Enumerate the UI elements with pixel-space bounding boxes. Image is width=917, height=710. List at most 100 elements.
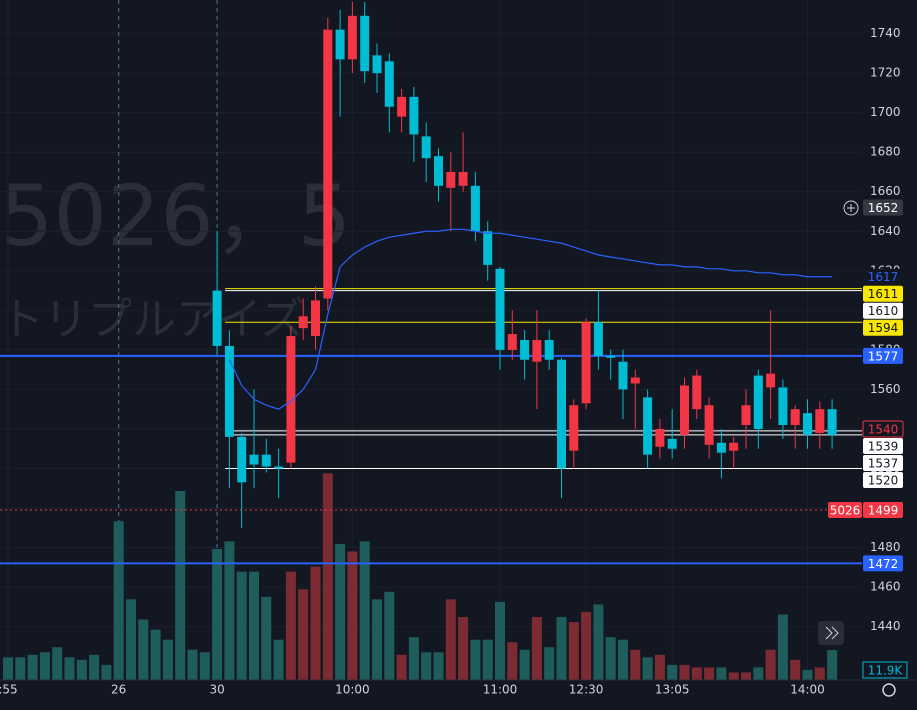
scroll-button[interactable] [818, 621, 844, 645]
price-label-box [863, 268, 903, 285]
volume-bar [298, 589, 309, 680]
volume-bar [359, 541, 370, 680]
volume-bar [126, 599, 136, 680]
volume-bar [777, 614, 788, 680]
price-label-box [863, 555, 903, 572]
y-tick-label: 1480 [870, 540, 901, 554]
candle-body [766, 373, 776, 388]
volume-bar [384, 591, 395, 680]
candle-body [286, 336, 296, 463]
price-label: 1610 [868, 304, 899, 318]
candle-body [778, 387, 788, 425]
symbol-label-box [828, 502, 862, 518]
volume-bar [568, 622, 579, 680]
candle-body [520, 340, 530, 360]
candle-body [261, 454, 271, 467]
settings-button[interactable] [882, 683, 896, 697]
candle-body [680, 385, 689, 435]
price-label: 1577 [868, 349, 899, 363]
volume-bar [753, 667, 764, 680]
crosshair-add[interactable] [843, 200, 859, 216]
volume-bar [138, 619, 149, 680]
volume-bar [64, 657, 75, 680]
volume-bar [679, 664, 690, 680]
candle-body [544, 340, 554, 360]
volume-bar [827, 650, 838, 680]
volume-bar [691, 667, 702, 680]
volume-bar [52, 647, 63, 680]
volume-bar [433, 652, 444, 680]
moving-average [228, 228, 833, 410]
candle-body [335, 29, 345, 60]
volume-bar [458, 617, 469, 680]
scroll-icon [825, 626, 839, 640]
price-label-box [863, 199, 903, 216]
price-label-box [863, 285, 903, 302]
price-label-box [863, 471, 903, 488]
candle-body [421, 136, 431, 159]
price-label-box [863, 347, 903, 364]
price-label-box [863, 319, 903, 336]
volume-bar [27, 654, 38, 680]
volume-bar [765, 649, 776, 680]
volume-bar [199, 652, 210, 680]
price-label: 1537 [868, 456, 899, 470]
candle-body [483, 231, 493, 265]
candle-body [618, 361, 628, 390]
x-tick-label: 11:00 [483, 683, 518, 697]
volume-bar [470, 639, 481, 680]
volume-bar [716, 667, 727, 680]
candle-body [458, 171, 468, 186]
candle-body [212, 290, 222, 346]
candle-body [311, 300, 320, 337]
volume-bar [224, 541, 235, 680]
y-tick-label: 1660 [870, 184, 901, 198]
candle-body [495, 268, 505, 350]
y-tick-label: 1680 [870, 145, 901, 159]
volume-bar [113, 521, 124, 680]
candle-body [815, 409, 825, 433]
x-tick-label: 14:00 [790, 683, 825, 697]
plus-icon [847, 204, 855, 212]
price-label: 1617 [868, 270, 899, 284]
candle-body [692, 375, 702, 410]
candle-body [581, 322, 591, 404]
volume-bar [507, 642, 518, 680]
candle-body [667, 438, 677, 449]
price-label-box [863, 437, 903, 454]
volume-bar [347, 551, 358, 680]
price-label: 1540 [868, 422, 899, 436]
candle-body [249, 454, 259, 465]
x-tick-label: 13:05 [655, 683, 690, 697]
y-tick-label: 1640 [870, 224, 901, 238]
volume-bar [89, 654, 100, 680]
y-tick-label: 1560 [870, 382, 901, 396]
price-label: 1520 [868, 473, 899, 487]
volume-bar [790, 659, 801, 680]
price-label: 1539 [868, 439, 899, 453]
candle-body [384, 61, 394, 107]
volume-bar [482, 639, 493, 680]
price-label: 1594 [868, 321, 899, 335]
candle-body [532, 340, 542, 362]
volume-bar [236, 571, 247, 680]
watermark-name: トリプルアイズ [0, 294, 304, 345]
volume-bar [531, 617, 542, 680]
volume-bar [408, 637, 419, 680]
volume-label: 11.9K [868, 664, 904, 678]
candle-body [704, 405, 714, 445]
watermark-symbol: 5026，5 [0, 167, 351, 265]
candle-body [593, 322, 603, 356]
volume-bar [445, 599, 456, 680]
candle-body [298, 316, 308, 329]
volume-bar [175, 491, 186, 680]
volume-bar [3, 657, 13, 680]
candle-body [803, 413, 812, 435]
candle-body [643, 397, 653, 455]
y-tick-label: 1700 [870, 105, 901, 119]
price-label-box [862, 420, 904, 438]
candle-body [446, 171, 456, 188]
volume-bar [704, 667, 715, 680]
volume-bar [212, 548, 223, 680]
